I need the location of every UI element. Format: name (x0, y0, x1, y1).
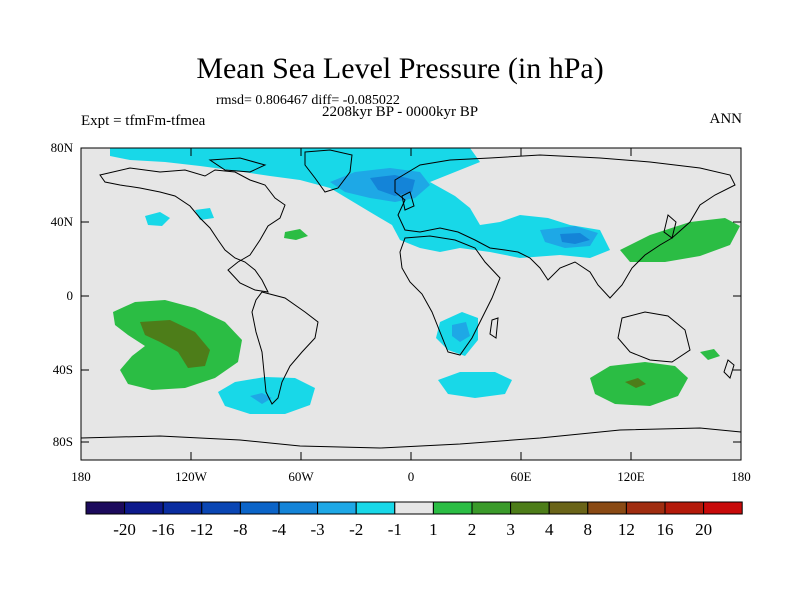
colorbar-label: 3 (506, 520, 515, 539)
colorbar-box (510, 501, 550, 515)
arctic-negative-region (110, 148, 610, 258)
colorbar-box (587, 501, 627, 515)
colorbar-box (317, 501, 357, 515)
lon-label-60e: 60E (510, 469, 532, 484)
lon-label-0: 0 (407, 469, 415, 484)
stats-text: rmsd= 0.806467 diff= -0.085022 (216, 93, 400, 108)
colorbar-box (201, 501, 241, 515)
colorbar-label: -4 (271, 520, 287, 539)
colorbar-box (625, 501, 666, 515)
south-america-low-core (250, 393, 272, 404)
coastlines (81, 149, 741, 449)
colorbar-label: 12 (617, 520, 635, 539)
chart-title: Mean Sea Level Pressure (in hPa) (196, 52, 604, 85)
colorbar-box (162, 501, 203, 515)
lat-label-0: 0 (66, 288, 74, 303)
colorbar-box (355, 501, 396, 515)
x-ticks (80, 148, 742, 460)
colorbar-box (664, 501, 705, 515)
north-atlantic-low-core (370, 175, 415, 196)
colorbar-box (394, 501, 434, 515)
new-zealand-coast (723, 359, 735, 379)
indian-ocean-high-core (625, 378, 646, 388)
antarctica-coast (81, 427, 741, 449)
tibet-low-core (560, 233, 590, 244)
colorbar-box (548, 501, 589, 515)
colorbar-label: 16 (656, 520, 674, 539)
australia-coast (617, 311, 691, 363)
colorbar-box (124, 501, 164, 515)
colorbar-box (239, 501, 280, 515)
north-pacific-high-region (620, 218, 740, 262)
lon-label-60w: 60W (288, 469, 314, 484)
lon-label-180w: 180 (71, 469, 91, 484)
uk-coast (401, 191, 415, 211)
colorbar-label: 8 (583, 520, 593, 539)
lat-label-80n: 80N (50, 140, 73, 155)
period-label: 2208kyr BP - 0000kyr BP (321, 104, 479, 120)
colorbar-box (278, 501, 319, 515)
atlantic-small-high (284, 229, 308, 240)
greenland-coast (304, 149, 353, 193)
africa-coast (399, 235, 501, 356)
lon-label-120w: 120W (175, 469, 207, 484)
colorbar-label: -12 (190, 520, 214, 539)
madagascar-coast (489, 317, 499, 339)
colorbar-box (432, 501, 473, 515)
colorbar-label: 2 (467, 520, 477, 539)
colorbar-label: -2 (349, 520, 364, 539)
pacific-small-high (700, 349, 720, 360)
colorbar-label: -8 (233, 520, 248, 539)
colorbar (85, 501, 743, 515)
experiment-label: Expt = tfmFm-tfmea (81, 113, 206, 129)
lat-label-80s: 80S (52, 434, 73, 449)
y-ticks (81, 147, 741, 443)
north-pacific-small-low (145, 212, 170, 226)
colorbar-box (85, 501, 126, 515)
colorbar-box (703, 501, 743, 515)
colorbar-label: -20 (113, 520, 136, 539)
lon-label-120e: 120E (617, 469, 645, 484)
colorbar-label: -3 (310, 520, 325, 539)
lon-label-180e: 180 (731, 469, 751, 484)
south-america-coast (251, 291, 319, 405)
eurasia-coast (394, 154, 736, 299)
lat-label-40s: 40S (52, 362, 73, 377)
colorbar-label: 4 (544, 520, 554, 539)
arctic-islands-coast (208, 157, 267, 173)
north-america-coast (99, 167, 286, 293)
colorbar-label: 20 (695, 520, 713, 539)
japan-coast (663, 214, 677, 239)
colorbar-label: 1 (429, 520, 438, 539)
lat-label-40n: 40N (50, 214, 73, 229)
colorbar-label: -1 (387, 520, 402, 539)
colorbar-label: -16 (151, 520, 175, 539)
south-pacific-high-core (140, 320, 210, 368)
season-label: ANN (709, 111, 743, 127)
south-atlantic-low-region (438, 372, 512, 398)
colorbar-box (471, 501, 512, 515)
south-africa-low-core (452, 322, 470, 342)
